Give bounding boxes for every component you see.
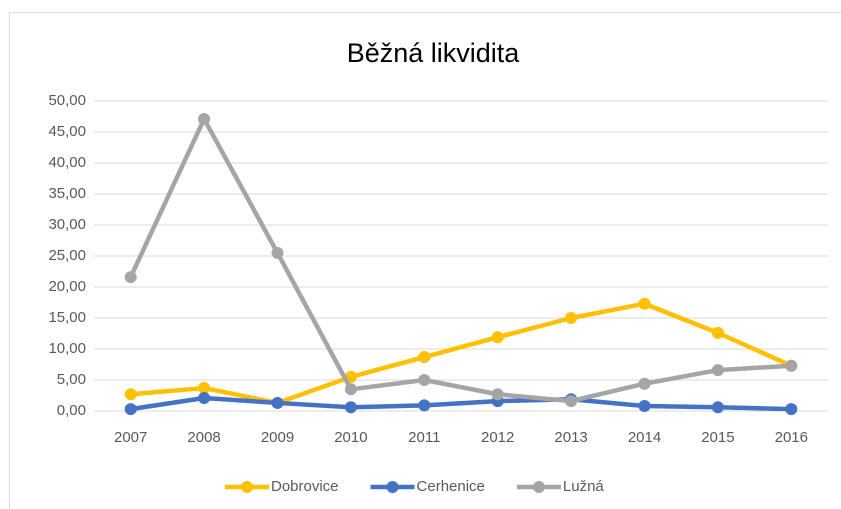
point: [418, 374, 431, 386]
point: [344, 401, 357, 414]
y-tick-label: 15,00: [48, 309, 86, 326]
point: [198, 382, 211, 395]
point: [198, 391, 211, 404]
point: [198, 112, 211, 125]
point: [638, 377, 651, 390]
chart-title: Běžná likvidita: [347, 38, 521, 68]
chart-border: [9, 12, 841, 509]
legend-marker: [386, 481, 399, 493]
legend-label: Dobrovice: [271, 478, 339, 495]
x-tick-label: 2014: [628, 429, 661, 446]
point: [418, 351, 431, 364]
point: [785, 359, 798, 372]
x-tick-label: 2011: [408, 429, 440, 446]
y-tick-label: 25,00: [48, 247, 86, 264]
point: [418, 399, 431, 412]
y-tick-label: 30,00: [48, 216, 86, 233]
point: [638, 297, 651, 310]
point: [124, 271, 137, 284]
series-line: [130, 301, 793, 406]
x-tick-label: 2010: [334, 429, 367, 446]
y-tick-label: 40,00: [48, 154, 86, 171]
y-tick-label: 20,00: [48, 278, 86, 295]
x-tick-label: 2008: [187, 429, 220, 446]
point: [565, 395, 578, 408]
x-tick-label: 2013: [554, 429, 587, 446]
y-tick-label: 35,00: [48, 185, 86, 202]
y-tick-label: 45,00: [48, 123, 86, 140]
point: [565, 312, 578, 324]
point: [271, 246, 284, 259]
point: [491, 331, 504, 344]
y-tick-label: 10,00: [48, 340, 86, 357]
x-tick-label: 2007: [114, 429, 147, 446]
point: [344, 383, 357, 396]
y-tick-label: 0,00: [57, 402, 86, 419]
legend-label: Lužná: [563, 478, 605, 495]
y-tick-label: 50,00: [48, 92, 86, 109]
point: [124, 388, 137, 401]
legend-label: Cerhenice: [417, 478, 485, 495]
legend-marker: [241, 481, 253, 493]
point: [711, 326, 724, 339]
x-tick-label: 2012: [481, 429, 514, 446]
point: [271, 396, 284, 409]
point: [785, 403, 798, 416]
x-tick-label: 2016: [775, 429, 808, 446]
point: [124, 403, 137, 416]
legend-marker: [532, 481, 545, 493]
x-tick-label: 2009: [261, 429, 294, 446]
series-line: [128, 116, 792, 404]
point: [491, 388, 504, 401]
series-line: [130, 395, 792, 412]
y-tick-label: 5,00: [57, 371, 86, 388]
point: [711, 364, 724, 377]
point: [711, 401, 724, 414]
x-tick-label: 2015: [701, 429, 734, 446]
point: [638, 400, 651, 413]
